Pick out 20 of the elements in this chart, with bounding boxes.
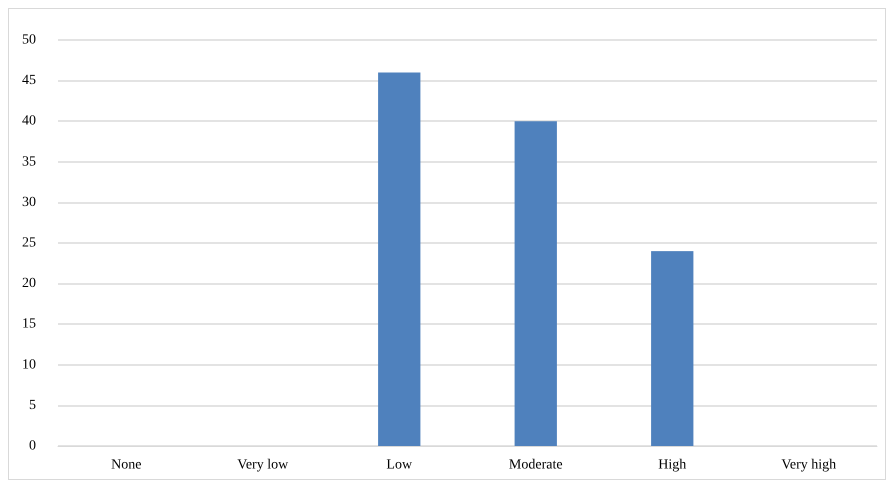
x-tick-label: High bbox=[658, 458, 686, 472]
x-tick-label: Moderate bbox=[508, 458, 563, 472]
x-tick-label: Very low bbox=[237, 458, 290, 472]
y-tick-label: 35 bbox=[22, 154, 36, 170]
y-tick-label: 5 bbox=[29, 398, 36, 413]
y-tick-label: 15 bbox=[22, 316, 36, 332]
bar bbox=[651, 251, 694, 446]
x-tick-label: Very high bbox=[781, 458, 836, 472]
y-tick-label: 10 bbox=[22, 357, 36, 372]
y-tick-label: 25 bbox=[22, 236, 36, 250]
y-tick-label: 50 bbox=[22, 32, 36, 48]
bar bbox=[514, 121, 557, 446]
y-tick-label: 45 bbox=[22, 73, 36, 88]
y-tick-label: 0 bbox=[29, 438, 36, 454]
y-tick-label: 20 bbox=[22, 276, 36, 292]
y-tick-label: 30 bbox=[22, 194, 36, 210]
bar bbox=[378, 72, 420, 446]
y-tick-label: 40 bbox=[22, 114, 36, 129]
x-tick-label: Low bbox=[386, 458, 413, 472]
x-tick-label: None bbox=[111, 458, 142, 472]
